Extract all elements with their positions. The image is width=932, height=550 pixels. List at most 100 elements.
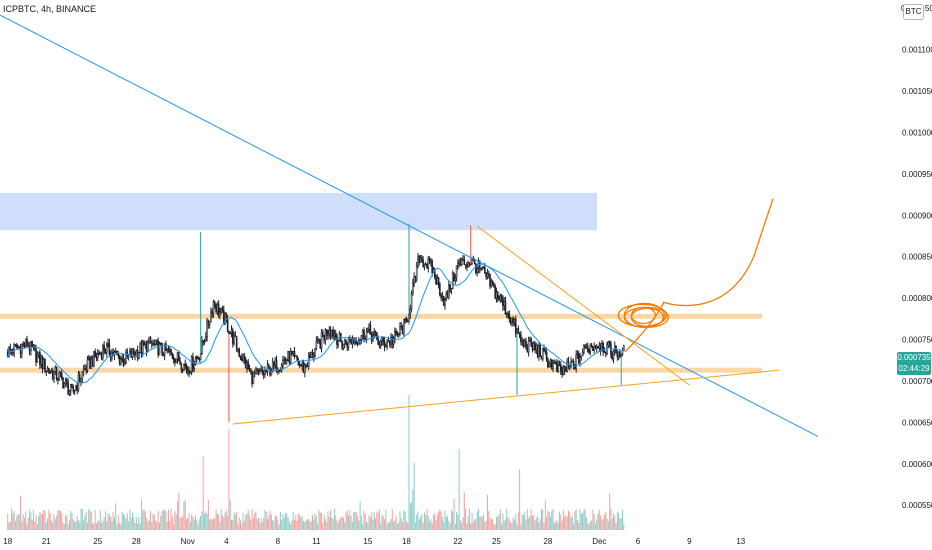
candle-body bbox=[475, 263, 477, 273]
candle-body bbox=[414, 276, 417, 280]
volume-bar bbox=[128, 521, 130, 530]
candle-body bbox=[463, 259, 466, 266]
volume-bar bbox=[166, 521, 168, 530]
candle-body bbox=[54, 367, 57, 372]
candle-body bbox=[240, 357, 243, 361]
candle-body bbox=[410, 293, 413, 310]
volume-bar bbox=[409, 503, 411, 530]
candle-body bbox=[592, 346, 594, 351]
candle-body bbox=[381, 337, 383, 342]
candle-body bbox=[499, 295, 502, 301]
candle-body bbox=[118, 354, 121, 364]
candle-body bbox=[359, 339, 361, 341]
candle-body bbox=[415, 265, 418, 280]
volume-bar bbox=[510, 522, 512, 530]
volume-bar bbox=[610, 508, 612, 530]
candle-body bbox=[342, 343, 345, 349]
volume-bar bbox=[564, 516, 566, 530]
volume-bar bbox=[8, 522, 10, 530]
volume-bar bbox=[67, 524, 69, 530]
candle-body bbox=[117, 353, 120, 356]
symbol-label[interactable]: ICPBTC, 4h, BINANCE bbox=[3, 4, 97, 14]
candle-body bbox=[301, 363, 304, 367]
volume-bar bbox=[103, 517, 105, 530]
candle-body bbox=[327, 333, 329, 336]
volume-bar bbox=[390, 518, 392, 530]
currency-badge[interactable]: BTC bbox=[903, 4, 924, 20]
candle-body bbox=[593, 346, 595, 351]
volume-bar bbox=[521, 514, 523, 530]
volume-bar bbox=[212, 518, 214, 530]
volume-bar bbox=[346, 510, 348, 530]
candle-body bbox=[464, 264, 467, 266]
volume-bar bbox=[432, 514, 434, 530]
volume-bar bbox=[308, 519, 310, 530]
candle-body bbox=[324, 329, 327, 341]
volume-bar bbox=[180, 517, 182, 530]
volume-bar bbox=[393, 521, 395, 530]
volume-bar bbox=[519, 469, 521, 530]
volume-bar bbox=[319, 512, 321, 530]
volume-bar bbox=[490, 519, 492, 530]
candle-body bbox=[45, 370, 48, 372]
volume-bar bbox=[416, 514, 418, 530]
volume-bar bbox=[131, 512, 133, 530]
volume-bar bbox=[605, 511, 607, 530]
volume-bar bbox=[385, 509, 387, 530]
candle-body bbox=[521, 340, 523, 342]
candle-body bbox=[558, 364, 561, 366]
volume-bar bbox=[548, 512, 550, 530]
volume-bar bbox=[498, 514, 500, 530]
volume-bar bbox=[593, 514, 595, 530]
volume-bar bbox=[27, 517, 29, 530]
volume-bar bbox=[225, 510, 227, 530]
candle-body bbox=[400, 325, 403, 328]
candle-body bbox=[449, 284, 451, 291]
candle-body bbox=[180, 363, 183, 370]
candle-body bbox=[13, 344, 15, 354]
volume-bar bbox=[475, 519, 477, 530]
candle-body bbox=[24, 338, 27, 347]
volume-bar bbox=[407, 522, 409, 530]
candle-body bbox=[462, 259, 464, 261]
candle-body bbox=[575, 354, 577, 370]
volume-bar bbox=[499, 509, 501, 530]
candle-body bbox=[27, 345, 30, 348]
volume-bar bbox=[528, 518, 530, 530]
volume-bar bbox=[318, 510, 320, 530]
volume-bar bbox=[606, 518, 608, 530]
candle-body bbox=[509, 318, 512, 323]
volume-bar bbox=[233, 512, 235, 530]
zones-layer bbox=[0, 192, 762, 373]
volume-bar bbox=[197, 524, 199, 530]
volume-bar bbox=[474, 519, 476, 530]
volume-bar bbox=[214, 518, 216, 530]
candle-body bbox=[598, 345, 601, 349]
candle-body bbox=[606, 344, 608, 354]
candle-body bbox=[574, 364, 576, 370]
candle-body bbox=[156, 339, 158, 342]
volume-bar bbox=[234, 514, 236, 530]
volume-bar bbox=[86, 522, 88, 530]
descending-trendline bbox=[0, 14, 819, 437]
volume-bar bbox=[354, 511, 356, 530]
candle-body bbox=[141, 341, 144, 354]
volume-bar bbox=[240, 520, 242, 530]
candle-body bbox=[256, 368, 259, 371]
candle-body bbox=[544, 350, 547, 353]
volume-bar bbox=[227, 516, 229, 530]
candle-body bbox=[350, 339, 352, 345]
x-tick-label: Nov bbox=[181, 537, 195, 546]
candle-body bbox=[616, 352, 619, 357]
volume-bar bbox=[143, 508, 145, 530]
candle-body bbox=[428, 258, 431, 263]
candle-body bbox=[329, 330, 332, 336]
candle-body bbox=[379, 341, 382, 346]
volume-bar bbox=[278, 524, 280, 530]
candle-body bbox=[448, 284, 450, 298]
candle-body bbox=[490, 281, 493, 287]
volume-bar bbox=[200, 516, 202, 530]
candle-body bbox=[498, 297, 500, 301]
volume-bar bbox=[49, 512, 51, 530]
